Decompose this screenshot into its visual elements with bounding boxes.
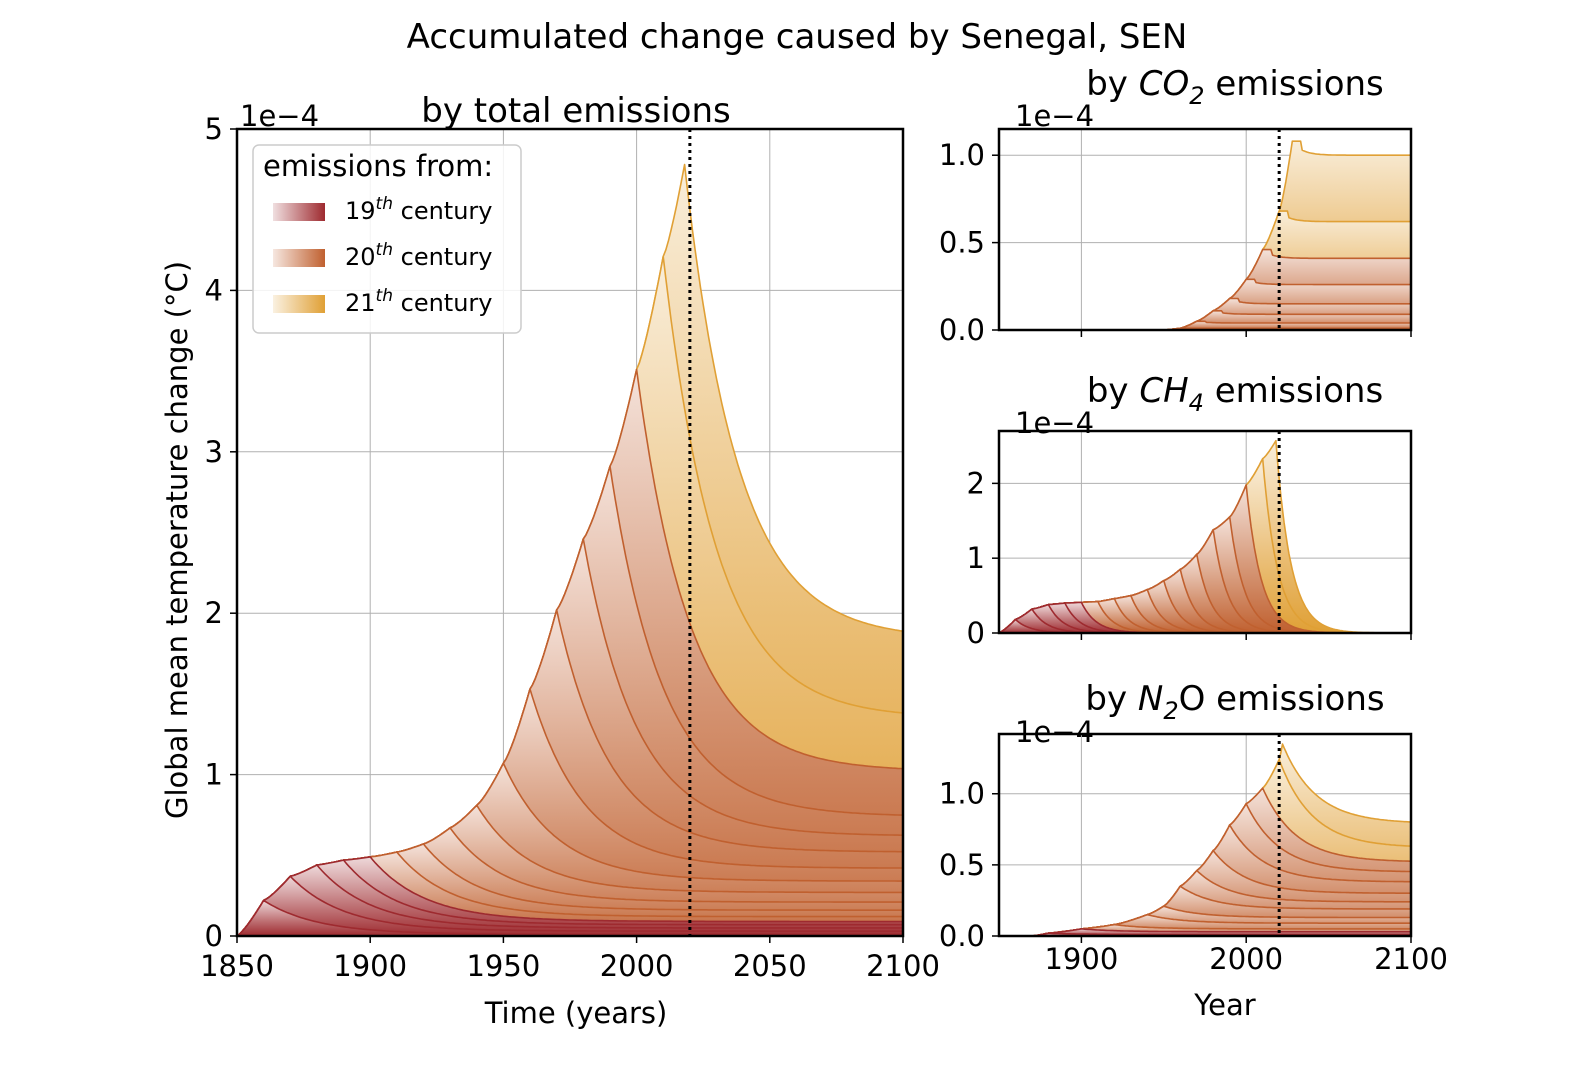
panel-total-emissions: by total emissions 1e−4 Time (years) Glo… [160, 91, 940, 1030]
panel-n2o-title: by N2O emissions [1085, 679, 1384, 725]
n2o-ytick-label: 0.0 [939, 919, 985, 953]
co2-ytick-label: 0.5 [939, 226, 985, 260]
legend-swatch-19th [273, 203, 325, 221]
main-xtick-label: 1950 [466, 949, 540, 983]
main-xtick-label: 1900 [333, 949, 407, 983]
n2o-xtick-label: 2100 [1374, 942, 1448, 976]
legend-title: emissions from: [263, 149, 493, 183]
legend-swatch-20th [273, 249, 325, 267]
n2o-axes-frame [997, 732, 1413, 938]
co2-axes-frame [997, 127, 1413, 332]
panel-co2-title: by CO2 emissions [1086, 64, 1384, 110]
legend-swatch-21st [273, 295, 325, 313]
n2o-ytick-label: 1.0 [939, 777, 985, 811]
main-xtick-label: 2100 [866, 949, 940, 983]
main-ytick-label: 5 [205, 112, 223, 146]
panel-main-ylabel: Global mean temperature change (°C) [160, 261, 194, 819]
main-ytick-label: 0 [205, 919, 223, 953]
main-ytick-label: 3 [205, 435, 223, 469]
main-ticks: 1850 1900 1950 2000 2050 2100 0 1 2 3 4 5 [200, 112, 940, 983]
main-areas [236, 163, 904, 937]
main-ytick-label: 4 [205, 273, 223, 307]
n2o-ytick-label: 0.5 [939, 848, 985, 882]
ch4-axes-frame [997, 429, 1413, 635]
panel-ch4-emissions: by CH4 emissions 1e−4 0 1 2 [967, 371, 1413, 650]
panel-co2-emissions: by CO2 emissions 1e−4 0.0 0.5 1.0 [939, 64, 1413, 347]
main-layer-1880 [236, 864, 904, 937]
legend-label-20th: 20th century [345, 240, 493, 271]
main-ytick-label: 1 [205, 758, 223, 792]
figure-suptitle: Accumulated change caused by Senegal, SE… [407, 17, 1188, 57]
panel-co2-multiplier: 1e−4 [1015, 99, 1094, 133]
legend-box [252, 144, 522, 334]
ch4-ytick-label: 2 [967, 466, 985, 500]
n2o-areas [998, 743, 1412, 937]
ch4-areas [998, 439, 1412, 634]
panel-n2o-xlabel: Year [1193, 988, 1255, 1022]
panel-main-multiplier: 1e−4 [240, 99, 319, 133]
main-xtick-label: 1850 [200, 949, 274, 983]
legend: emissions from: 19th century 20th centur… [252, 144, 522, 334]
panel-main-title: by total emissions [421, 91, 731, 131]
n2o-xtick-label: 2000 [1209, 942, 1283, 976]
ch4-ytick-label: 0 [967, 616, 985, 650]
ch4-ytick-label: 1 [967, 541, 985, 575]
n2o-xtick-label: 1900 [1044, 942, 1118, 976]
main-layer-1860 [236, 899, 904, 937]
co2-ytick-label: 1.0 [939, 138, 985, 172]
legend-label-19th: 19th century [345, 194, 493, 225]
main-xtick-label: 2000 [600, 949, 674, 983]
panel-n2o-multiplier: 1e−4 [1015, 715, 1094, 749]
panel-ch4-multiplier: 1e−4 [1015, 406, 1094, 440]
legend-label-21st: 21th century [345, 286, 493, 317]
co2-areas [998, 140, 1412, 331]
co2-ytick-label: 0.0 [939, 313, 985, 347]
main-xtick-label: 2050 [733, 949, 807, 983]
co2-ticks: 0.0 0.5 1.0 [939, 138, 1412, 347]
ch4-ticks: 0 1 2 [967, 466, 1412, 650]
panel-main-xlabel: Time (years) [484, 996, 668, 1030]
panel-ch4-title: by CH4 emissions [1087, 371, 1383, 417]
main-ytick-label: 2 [205, 596, 223, 630]
panel-n2o-emissions: by N2O emissions 1e−4 Year 1900 2000 2100 0… [939, 679, 1448, 1022]
n2o-ticks: 1900 2000 2100 0.0 0.5 1.0 [939, 777, 1448, 976]
main-axes-frame [235, 127, 905, 938]
